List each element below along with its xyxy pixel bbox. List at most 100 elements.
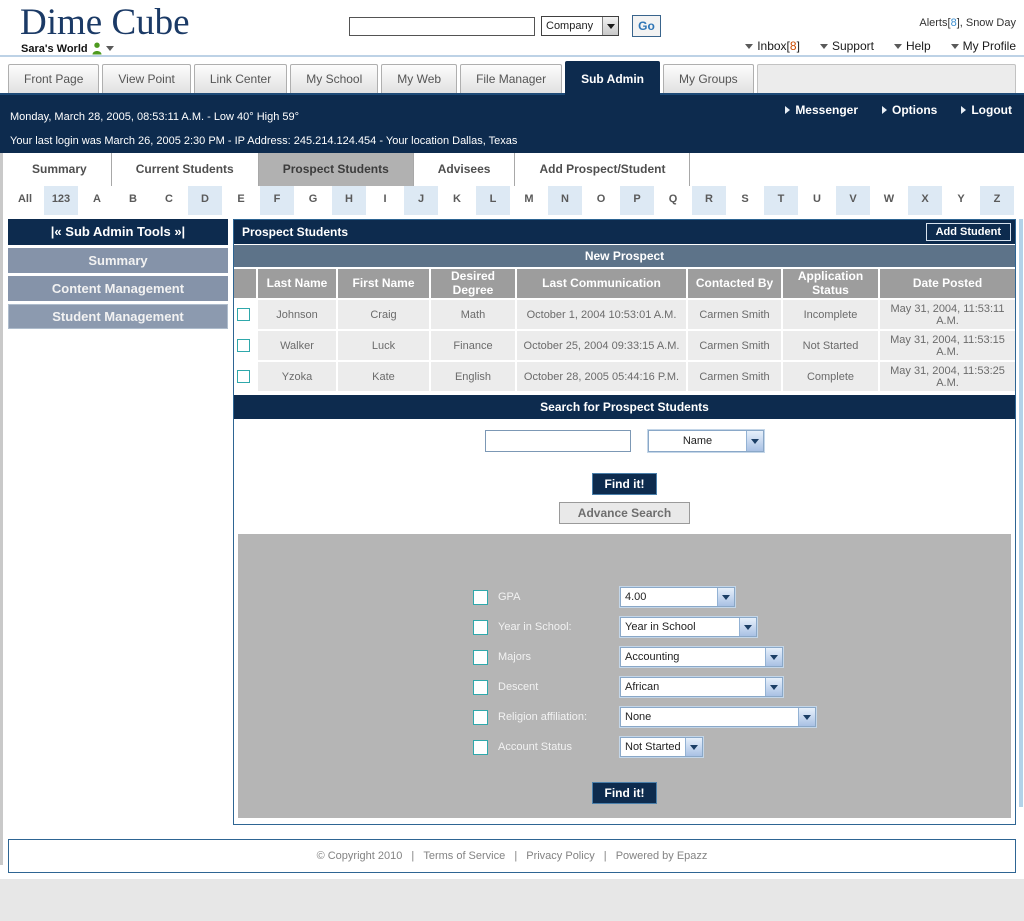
alphabet-filter[interactable]: U xyxy=(800,186,834,215)
filter-select[interactable]: Accounting xyxy=(619,646,784,668)
user-icon xyxy=(92,42,102,55)
sub-tab[interactable]: Prospect Students xyxy=(258,153,414,186)
alphabet-filter[interactable]: O xyxy=(584,186,618,215)
advance-search-button[interactable]: Advance Search xyxy=(558,502,691,524)
find-it-button[interactable]: Find it! xyxy=(591,473,658,495)
alphabet-filter[interactable]: Z xyxy=(980,186,1014,215)
cell-date-posted: May 31, 2004, 11:53:15 A.M. xyxy=(880,331,1015,360)
filter-select[interactable]: Year in School xyxy=(619,616,758,638)
add-student-button[interactable]: Add Student xyxy=(925,223,1011,241)
cell-contacted-by: Carmen Smith xyxy=(688,362,781,391)
sub-tab[interactable]: Advisees xyxy=(414,153,516,186)
alphabet-filter[interactable]: H xyxy=(332,186,366,215)
alphabet-filter[interactable]: T xyxy=(764,186,798,215)
alphabet-filter[interactable]: N xyxy=(548,186,582,215)
filter-checkbox[interactable] xyxy=(473,619,488,635)
header-menu-item[interactable]: My Profile xyxy=(950,39,1016,53)
filter-label: Account Status xyxy=(498,741,572,753)
advanced-find-it-button[interactable]: Find it! xyxy=(591,782,658,804)
main-tab[interactable]: My Web xyxy=(381,64,458,93)
alphabet-filter[interactable]: 123 xyxy=(44,186,78,215)
content-scroll-strip[interactable] xyxy=(1019,219,1023,807)
filter-checkbox[interactable] xyxy=(473,679,488,695)
sub-tab[interactable]: Add Prospect/Student xyxy=(515,153,691,186)
workspace-selector[interactable]: Sara's World xyxy=(21,42,114,55)
alphabet-filter[interactable]: W xyxy=(872,186,906,215)
sidebar-item[interactable]: Student Management xyxy=(8,304,228,329)
main-tab[interactable]: View Point xyxy=(102,64,191,93)
alphabet-filter[interactable]: E xyxy=(224,186,258,215)
alphabet-filter[interactable]: D xyxy=(188,186,222,215)
search-category-select[interactable]: Company xyxy=(541,16,619,36)
search-input[interactable] xyxy=(349,16,535,36)
sub-tab[interactable]: Summary xyxy=(8,153,112,186)
sidebar-item[interactable]: Summary xyxy=(8,248,228,273)
alphabet-filter[interactable]: R xyxy=(692,186,726,215)
alphabet-filter[interactable]: G xyxy=(296,186,330,215)
search-section-title: Search for Prospect Students xyxy=(234,395,1015,419)
filter-checkbox[interactable] xyxy=(473,589,488,605)
row-checkbox[interactable] xyxy=(237,339,250,352)
go-button[interactable]: Go xyxy=(632,15,661,37)
main-tab[interactable]: File Manager xyxy=(460,64,563,93)
alphabet-filter[interactable]: J xyxy=(404,186,438,215)
alphabet-filter[interactable]: L xyxy=(476,186,510,215)
alphabet-filter[interactable]: I xyxy=(368,186,402,215)
row-checkbox-cell xyxy=(234,362,256,391)
header-menu-item[interactable]: Support xyxy=(819,39,874,53)
alphabet-filter[interactable]: V xyxy=(836,186,870,215)
filter-select[interactable]: Not Started xyxy=(619,736,704,758)
chevron-down-icon xyxy=(765,678,782,696)
row-checkbox[interactable] xyxy=(237,308,250,321)
cell-first-name: Craig xyxy=(338,300,429,329)
header-menu-item[interactable]: Help xyxy=(893,39,931,53)
cell-application-status: Incomplete xyxy=(783,300,878,329)
filter-select[interactable]: None xyxy=(619,706,817,728)
header-menu-label: My Profile xyxy=(962,39,1016,53)
main-tab[interactable]: Front Page xyxy=(8,64,100,93)
alphabet-filter[interactable]: M xyxy=(512,186,546,215)
menu-inbox[interactable]: Inbox[8] xyxy=(745,39,800,53)
row-checkbox[interactable] xyxy=(237,370,250,383)
filter-select-value: Not Started xyxy=(625,741,681,753)
alphabet-filter[interactable]: Q xyxy=(656,186,690,215)
alphabet-filter[interactable]: K xyxy=(440,186,474,215)
alphabet-filter[interactable]: B xyxy=(116,186,150,215)
alphabet-filter[interactable]: All xyxy=(8,186,42,215)
alphabet-filter[interactable]: X xyxy=(908,186,942,215)
alphabet-filter[interactable]: C xyxy=(152,186,186,215)
filter-select[interactable]: 4.00 xyxy=(619,586,736,608)
terms-of-service-link[interactable]: Terms of Service xyxy=(423,850,506,862)
main-area: |« Sub Admin Tools »| Summary Content Ma… xyxy=(0,215,1024,825)
alphabet-filter[interactable]: Y xyxy=(944,186,978,215)
column-application-status: Application Status xyxy=(783,269,878,298)
cell-date-posted: May 31, 2004, 11:53:11 A.M. xyxy=(880,300,1015,329)
privacy-policy-link[interactable]: Privacy Policy xyxy=(526,850,595,862)
page-title: Prospect Students xyxy=(242,225,349,239)
filter-checkbox[interactable] xyxy=(473,739,488,755)
alerts-link[interactable]: Alerts[8], Snow Day xyxy=(919,17,1016,29)
header-menu-label: Help xyxy=(905,39,931,53)
alphabet-filter[interactable]: P xyxy=(620,186,654,215)
table-row: Johnson Craig Math October 1, 2004 10:53… xyxy=(234,300,1015,329)
sidebar-item[interactable]: Content Management xyxy=(8,276,228,301)
filter-select-value: African xyxy=(625,681,660,693)
chevron-down-icon xyxy=(893,43,902,49)
alphabet-filter[interactable]: S xyxy=(728,186,762,215)
status-menu-item[interactable]: Logout xyxy=(961,103,1012,117)
main-tab[interactable]: My Groups xyxy=(662,64,754,93)
filter-select-value: Accounting xyxy=(625,651,680,663)
alphabet-filter[interactable]: F xyxy=(260,186,294,215)
main-tab[interactable]: Sub Admin xyxy=(565,61,660,95)
status-menu-item[interactable]: Messenger xyxy=(785,103,858,117)
filter-select[interactable]: African xyxy=(619,676,784,698)
filter-checkbox[interactable] xyxy=(473,649,488,665)
search-field-select[interactable]: Name xyxy=(647,429,765,453)
sub-tab[interactable]: Current Students xyxy=(112,153,259,186)
prospect-search-input[interactable] xyxy=(485,430,631,452)
alphabet-filter[interactable]: A xyxy=(80,186,114,215)
main-tab[interactable]: Link Center xyxy=(193,64,288,93)
main-tab[interactable]: My School xyxy=(290,64,379,93)
filter-checkbox[interactable] xyxy=(473,709,488,725)
status-menu-item[interactable]: Options xyxy=(882,103,937,117)
